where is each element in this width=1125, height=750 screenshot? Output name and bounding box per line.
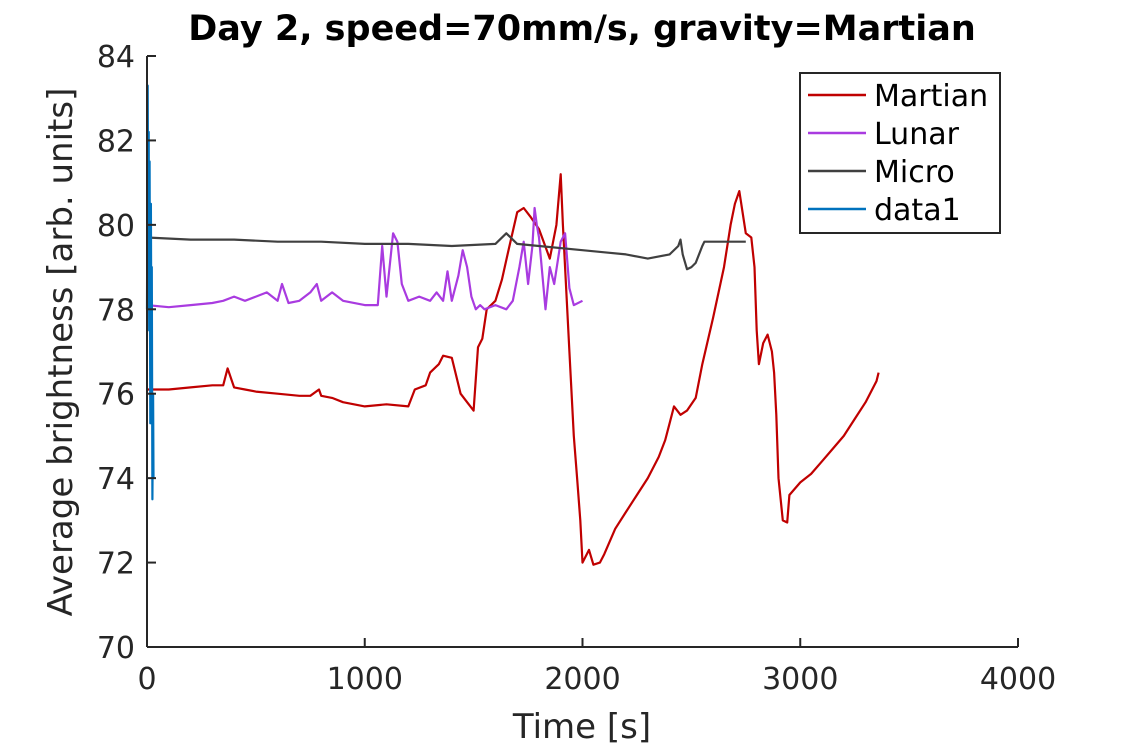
chart-title: Day 2, speed=70mm/s, gravity=Martian — [188, 9, 976, 49]
y-axis-ticks: 70 72 74 76 78 80 82 84 — [97, 40, 156, 666]
y-tick-label: 84 — [97, 40, 135, 75]
legend-box — [799, 72, 1001, 234]
x-tick-label: 4000 — [980, 662, 1056, 697]
x-axis-ticks: 0 1000 2000 3000 4000 — [137, 638, 1056, 697]
y-tick-label: 80 — [97, 209, 135, 244]
legend-label-lunar: Lunar — [874, 117, 960, 152]
y-tick-label: 82 — [97, 124, 135, 159]
x-tick-label: 3000 — [762, 662, 838, 697]
x-tick-label: 2000 — [544, 662, 620, 697]
y-axis-title: Average brightness [arb. units] — [41, 88, 81, 617]
y-tick-label: 74 — [97, 462, 135, 497]
y-tick-label: 72 — [97, 547, 135, 582]
y-tick-label: 78 — [97, 293, 135, 328]
y-tick-label: 70 — [97, 631, 135, 666]
series-group — [145, 84, 880, 566]
legend-label-martian: Martian — [874, 79, 988, 114]
x-axis-title: Time [s] — [512, 707, 651, 747]
legend-label-micro: Micro — [874, 155, 955, 190]
series-line-data1 — [145, 84, 155, 501]
x-tick-label: 1000 — [327, 662, 403, 697]
series-line-lunar — [146, 206, 583, 311]
x-tick-label: 0 — [137, 662, 156, 697]
legend-label-data1: data1 — [874, 193, 961, 228]
series-line-micro — [146, 232, 746, 271]
y-tick-label: 76 — [97, 378, 135, 413]
series-line-martian — [147, 173, 880, 566]
